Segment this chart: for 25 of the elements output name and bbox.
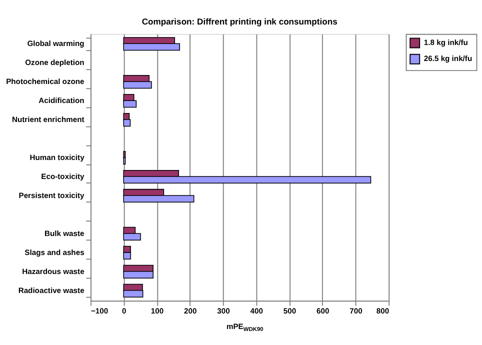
chart-title: Comparison: Diffrent printing ink consumptions xyxy=(142,16,338,26)
legend-label: 26.5 kg ink/fu xyxy=(424,54,472,64)
y-tick-label: Slags and ashes xyxy=(24,248,84,258)
x-tick-label: 200 xyxy=(184,306,197,316)
y-tick-label: Ozone depletion xyxy=(25,58,85,68)
x-tick-label: 100 xyxy=(150,306,164,316)
y-tick-label: Photochemical ozone xyxy=(6,77,84,86)
y-tick-label: Global warming xyxy=(27,39,85,48)
x-tick-label: 700 xyxy=(350,306,362,316)
y-tick-label: Hazardous waste xyxy=(22,267,84,276)
x-tick-label: 500 xyxy=(283,306,296,316)
x-tick-label: 800 xyxy=(376,306,390,316)
y-tick-label: Human toxicity xyxy=(30,153,86,162)
legend-label: 1.8 kg ink/fu xyxy=(424,38,468,47)
x-tick-label: −100 xyxy=(90,306,108,316)
y-tick-label: Bulk waste xyxy=(44,229,84,238)
x-tick-label: 600 xyxy=(316,306,330,316)
x-tick-label: 0 xyxy=(122,306,126,316)
y-tick-label: Acidification xyxy=(38,96,85,106)
y-tick-label: Eco-toxicity xyxy=(41,172,86,182)
x-tick-label: 400 xyxy=(250,306,263,316)
y-tick-label: Persistent toxicity xyxy=(18,191,86,200)
y-tick-label: Radioactive waste xyxy=(18,286,84,296)
x-tick-label: 300 xyxy=(217,306,230,316)
y-tick-label: Nutrient enrichment xyxy=(12,115,85,124)
